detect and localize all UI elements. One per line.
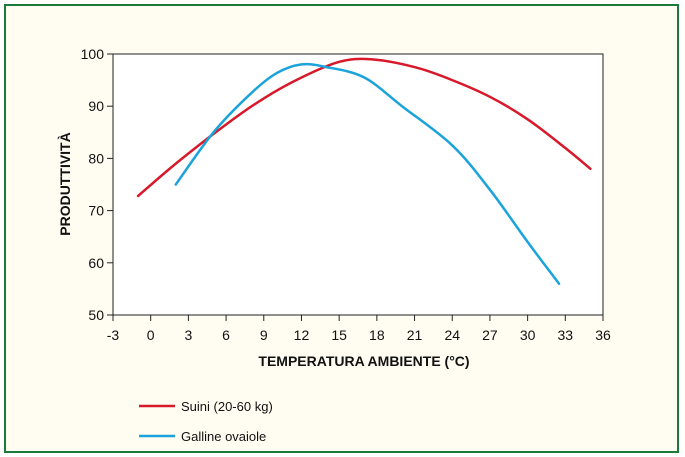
y-tick-label: 60	[88, 255, 104, 271]
y-tick-label: 50	[88, 307, 104, 323]
plot-area	[112, 53, 604, 316]
chart-legend: Suini (20-60 kg) Galline ovaiole	[139, 399, 273, 444]
x-tick-label: 6	[222, 327, 230, 343]
y-axis-title: PRODUTTIVITÀ	[57, 132, 73, 235]
x-tick-label: 18	[369, 327, 385, 343]
x-tick-label: 27	[482, 327, 498, 343]
legend-label-1: Galline ovaiole	[181, 429, 266, 444]
x-tick-label: 36	[595, 327, 611, 343]
series-line-1	[174, 62, 561, 285]
x-tick-label: 24	[444, 327, 460, 343]
x-tick-label: 15	[331, 327, 347, 343]
x-tick-label: 30	[520, 327, 536, 343]
y-tick-label: 70	[88, 203, 104, 219]
series-line-0	[136, 57, 592, 198]
x-axis-title: TEMPERATURA AMBIENTE (°C)	[258, 353, 469, 369]
x-tick-label: -3	[107, 327, 120, 343]
x-tick-label: 12	[294, 327, 310, 343]
x-tick-label: 0	[147, 327, 155, 343]
legend-label-0: Suini (20-60 kg)	[181, 399, 273, 414]
x-tick-label: 33	[558, 327, 574, 343]
y-tick-label: 80	[88, 150, 104, 166]
x-tick-label: 9	[260, 327, 268, 343]
x-tick-label: 21	[407, 327, 423, 343]
y-tick-label: 100	[81, 46, 105, 62]
y-tick-label: 90	[88, 98, 104, 114]
x-tick-label: 3	[184, 327, 192, 343]
chart-series	[136, 57, 592, 285]
